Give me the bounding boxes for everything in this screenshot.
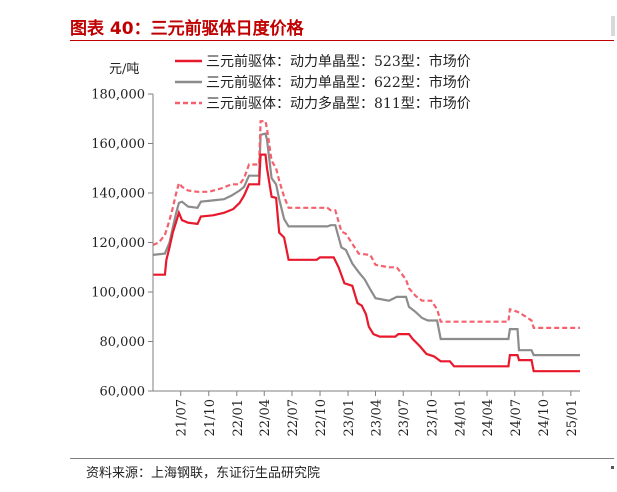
x-tick-label: 23/04 [370,399,385,436]
page-edge-marker [611,16,615,36]
y-tick-label: 80,000 [100,335,146,350]
x-tick-label: 22/01 [231,399,246,436]
y-axis-unit-label: 元/吨 [109,62,140,77]
y-tick-label: 100,000 [91,286,145,301]
legend: 三元前驱体：动力单晶型：523型：市场价三元前驱体：动力单晶型：622型：市场价… [175,53,471,112]
x-tick-label: 24/10 [537,399,552,436]
series-line-2 [152,132,580,357]
series-line-1 [153,153,580,373]
page-edge-dot [611,466,614,469]
x-tick-label: 24/01 [453,399,468,436]
x-tick-label: 22/04 [258,399,273,436]
x-tick-label: 23/10 [425,399,440,436]
x-tick-label: 21/07 [175,399,190,436]
line-chart: 60,000 80,000 100,000 120,000 140,000 160,000… [91,53,580,436]
x-tick-label: 22/07 [286,399,301,436]
x-tick-label: 24/07 [509,399,524,436]
x-tick-label: 23/01 [342,399,357,436]
legend-label-3: 三元前驱体：动力多晶型：811型：市场价 [206,95,471,112]
y-tick-label: 160,000 [91,137,145,152]
chart-title: 图表 40：三元前驱体日度价格 [70,19,304,39]
footer-divider [70,458,614,459]
y-tick-label: 140,000 [91,187,145,202]
legend-label-1: 三元前驱体：动力单晶型：523型：市场价 [206,53,471,70]
x-tick-label: 22/10 [314,399,329,436]
y-tick-label: 60,000 [100,385,146,400]
series-lines [152,120,580,373]
source-note: 资料来源：上海钢联，东证衍生品研究院 [86,466,321,481]
x-tick-label: 23/07 [397,399,412,436]
x-tick-label: 25/01 [565,399,580,436]
axes: 60,000 80,000 100,000 120,000 140,000 160,000… [91,88,580,436]
x-tick-label: 24/04 [481,399,496,436]
series-line-3 [152,120,580,329]
x-tick-label: 21/10 [203,399,218,436]
legend-label-2: 三元前驱体：动力单晶型：622型：市场价 [206,74,471,91]
title-divider [70,40,614,41]
y-tick-label: 120,000 [91,236,145,251]
y-tick-label: 180,000 [91,88,145,103]
